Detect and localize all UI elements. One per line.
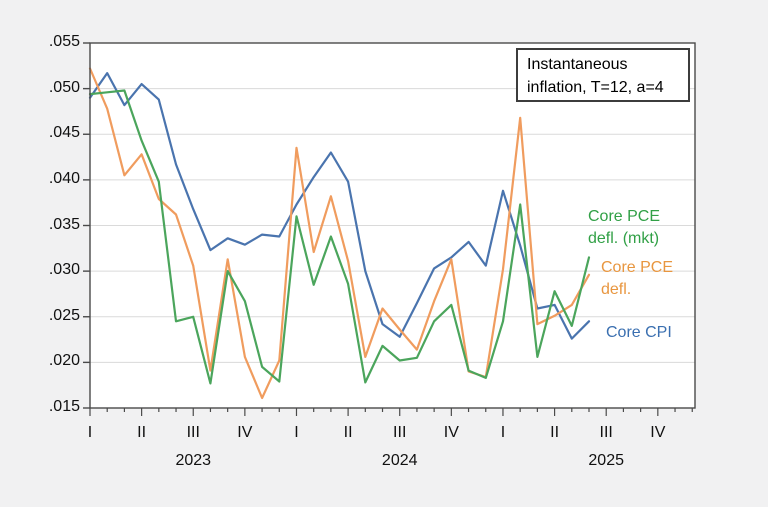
x-axis-quarter-label: I bbox=[500, 424, 506, 441]
x-axis-quarter-label: IV bbox=[237, 424, 253, 441]
series-line-core-pce-defl-mkt- bbox=[88, 89, 591, 385]
x-axis-quarter-label: IV bbox=[650, 424, 666, 441]
series-label-core-pce: Core PCE defl. bbox=[601, 257, 673, 301]
series-line-core-pce-defl- bbox=[88, 67, 591, 400]
y-axis-tick-label: .035 bbox=[48, 215, 80, 233]
y-axis-tick-label: .045 bbox=[48, 124, 80, 142]
series-label-core-pce-mkt: Core PCE defl. (mkt) bbox=[588, 206, 660, 250]
annotation-line2: inflation, T=12, a=4 bbox=[527, 79, 664, 96]
y-axis-tick-label: .020 bbox=[48, 352, 80, 370]
series-label-core-pce-mkt-line1: Core PCE bbox=[588, 208, 661, 225]
x-axis-quarter-label: III bbox=[599, 424, 613, 441]
x-axis-quarter-label: II bbox=[550, 424, 560, 441]
series-line-core-cpi bbox=[88, 71, 591, 340]
y-axis-tick-label: .040 bbox=[48, 169, 80, 187]
series-label-core-cpi: Core CPI bbox=[606, 322, 672, 344]
x-axis-quarter-label: IV bbox=[443, 424, 459, 441]
series-label-core-pce-line1: Core PCE bbox=[601, 259, 674, 276]
y-axis-tick-label: .050 bbox=[48, 78, 80, 96]
y-axis-tick-label: .015 bbox=[48, 398, 80, 415]
x-axis-year-label: 2025 bbox=[588, 452, 624, 469]
x-axis-quarter-label: II bbox=[137, 424, 147, 441]
x-axis-quarter-label: III bbox=[393, 424, 407, 441]
y-axis-tick-label: .025 bbox=[48, 306, 80, 324]
y-axis-tick-label: .030 bbox=[48, 261, 80, 279]
x-axis-year-label: 2024 bbox=[381, 452, 418, 469]
series-label-core-pce-mkt-line2: defl. (mkt) bbox=[588, 230, 660, 247]
x-axis-quarter-label: III bbox=[186, 424, 200, 441]
annotation-box: Instantaneous inflation, T=12, a=4 bbox=[516, 48, 690, 102]
x-axis-quarter-label: I bbox=[294, 424, 299, 441]
annotation-line1: Instantaneous bbox=[527, 56, 628, 73]
x-axis-year-label: 2023 bbox=[175, 452, 212, 469]
series-label-core-pce-line2: defl. bbox=[601, 281, 632, 298]
x-axis-quarter-label: I bbox=[87, 424, 93, 441]
y-axis-tick-label: .055 bbox=[48, 33, 80, 50]
x-axis-quarter-label: II bbox=[343, 424, 353, 441]
series-label-core-cpi-line1: Core CPI bbox=[606, 324, 672, 341]
